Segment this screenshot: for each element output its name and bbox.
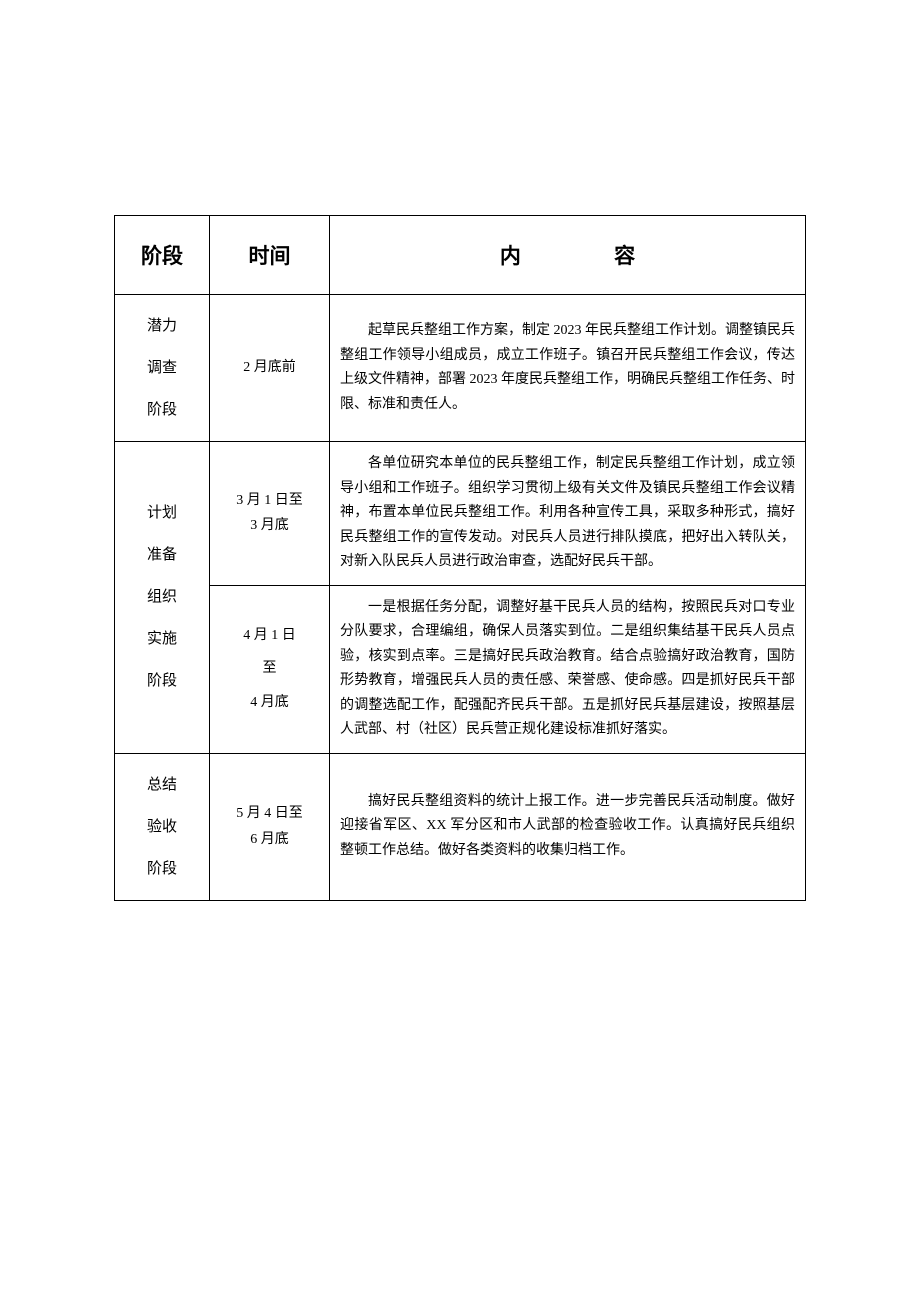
table-row: 计划 准备 组织 实施 阶段 3 月 1 日至 3 月底 各单位研究本单位的民兵… xyxy=(115,442,806,586)
content-cell-2: 各单位研究本单位的民兵整组工作，制定民兵整组工作计划，成立领导小组和工作班子。组… xyxy=(330,442,806,586)
content-cell-3: 一是根据任务分配，调整好基干民兵人员的结构，按照民兵对口专业分队要求，合理编组，… xyxy=(330,585,806,753)
phase-line: 阶段 xyxy=(119,660,205,702)
schedule-table: 阶段 时间 内 容 潜力 调查 阶段 2 月底前 起草民兵整组工作方案，制定 2… xyxy=(114,215,806,901)
content-text: 各单位研究本单位的民兵整组工作，制定民兵整组工作计划，成立领导小组和工作班子。组… xyxy=(340,452,795,575)
content-cell-1: 起草民兵整组工作方案，制定 2023 年民兵整组工作计划。调整镇民兵整组工作领导… xyxy=(330,295,806,442)
header-content-char2: 容 xyxy=(614,245,635,268)
phase-line: 阶段 xyxy=(119,389,205,431)
time-line: 至 xyxy=(214,652,325,686)
time-cell-2: 3 月 1 日至 3 月底 xyxy=(210,442,330,586)
time-line: 5 月 4 日至 xyxy=(214,801,325,826)
phase-line: 计划 xyxy=(119,492,205,534)
phase-line: 阶段 xyxy=(119,848,205,890)
phase-cell-1: 潜力 调查 阶段 xyxy=(115,295,210,442)
header-content: 内 容 xyxy=(330,216,806,295)
time-line: 4 月 1 日 xyxy=(214,619,325,653)
time-line: 3 月底 xyxy=(214,513,325,538)
phase-line: 验收 xyxy=(119,806,205,848)
time-line: 6 月底 xyxy=(214,827,325,852)
phase-cell-2: 计划 准备 组织 实施 阶段 xyxy=(115,442,210,754)
phase-line: 实施 xyxy=(119,618,205,660)
header-row: 阶段 时间 内 容 xyxy=(115,216,806,295)
header-time: 时间 xyxy=(210,216,330,295)
time-line: 3 月 1 日至 xyxy=(214,488,325,513)
phase-cell-4: 总结 验收 阶段 xyxy=(115,753,210,900)
phase-line: 潜力 xyxy=(119,305,205,347)
content-text: 一是根据任务分配，调整好基干民兵人员的结构，按照民兵对口专业分队要求，合理编组，… xyxy=(340,596,795,743)
phase-line: 准备 xyxy=(119,534,205,576)
header-phase: 阶段 xyxy=(115,216,210,295)
time-line: 4 月底 xyxy=(214,686,325,720)
phase-line: 组织 xyxy=(119,576,205,618)
phase-line: 总结 xyxy=(119,764,205,806)
table-row: 潜力 调查 阶段 2 月底前 起草民兵整组工作方案，制定 2023 年民兵整组工… xyxy=(115,295,806,442)
content-text: 搞好民兵整组资料的统计上报工作。进一步完善民兵活动制度。做好迎接省军区、XX 军… xyxy=(340,790,795,864)
phase-line: 调查 xyxy=(119,347,205,389)
content-cell-4: 搞好民兵整组资料的统计上报工作。进一步完善民兵活动制度。做好迎接省军区、XX 军… xyxy=(330,753,806,900)
table-row: 总结 验收 阶段 5 月 4 日至 6 月底 搞好民兵整组资料的统计上报工作。进… xyxy=(115,753,806,900)
content-text: 起草民兵整组工作方案，制定 2023 年民兵整组工作计划。调整镇民兵整组工作领导… xyxy=(340,319,795,417)
time-cell-3: 4 月 1 日 至 4 月底 xyxy=(210,585,330,753)
time-cell-4: 5 月 4 日至 6 月底 xyxy=(210,753,330,900)
table-row: 4 月 1 日 至 4 月底 一是根据任务分配，调整好基干民兵人员的结构，按照民… xyxy=(115,585,806,753)
time-cell-1: 2 月底前 xyxy=(210,295,330,442)
header-content-char1: 内 xyxy=(500,245,521,268)
